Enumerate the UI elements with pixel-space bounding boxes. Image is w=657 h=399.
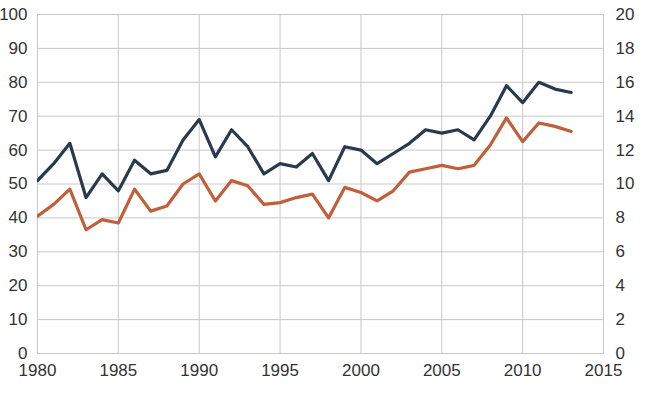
svg-text:1980: 1980	[19, 361, 57, 380]
svg-text:20: 20	[9, 276, 28, 295]
svg-text:20: 20	[616, 5, 635, 24]
svg-text:50: 50	[9, 174, 28, 193]
svg-text:0: 0	[18, 344, 27, 363]
svg-text:1995: 1995	[261, 361, 299, 380]
svg-text:40: 40	[9, 208, 28, 227]
svg-text:2015: 2015	[585, 361, 623, 380]
svg-text:30: 30	[9, 242, 28, 261]
svg-text:2000: 2000	[342, 361, 380, 380]
svg-text:1990: 1990	[180, 361, 218, 380]
svg-text:10: 10	[616, 174, 635, 193]
svg-text:60: 60	[9, 141, 28, 160]
svg-text:2: 2	[616, 310, 625, 329]
svg-text:1985: 1985	[99, 361, 137, 380]
svg-text:0: 0	[616, 344, 625, 363]
svg-text:100: 100	[0, 5, 28, 24]
svg-text:18: 18	[616, 39, 635, 58]
svg-text:14: 14	[616, 107, 635, 126]
svg-text:6: 6	[616, 242, 625, 261]
svg-text:80: 80	[9, 73, 28, 92]
svg-text:12: 12	[616, 141, 635, 160]
svg-text:8: 8	[616, 208, 625, 227]
svg-text:70: 70	[9, 107, 28, 126]
svg-text:10: 10	[9, 310, 28, 329]
svg-text:4: 4	[616, 276, 625, 295]
svg-text:16: 16	[616, 73, 635, 92]
svg-text:90: 90	[9, 39, 28, 58]
svg-text:2005: 2005	[423, 361, 461, 380]
svg-text:2010: 2010	[504, 361, 542, 380]
